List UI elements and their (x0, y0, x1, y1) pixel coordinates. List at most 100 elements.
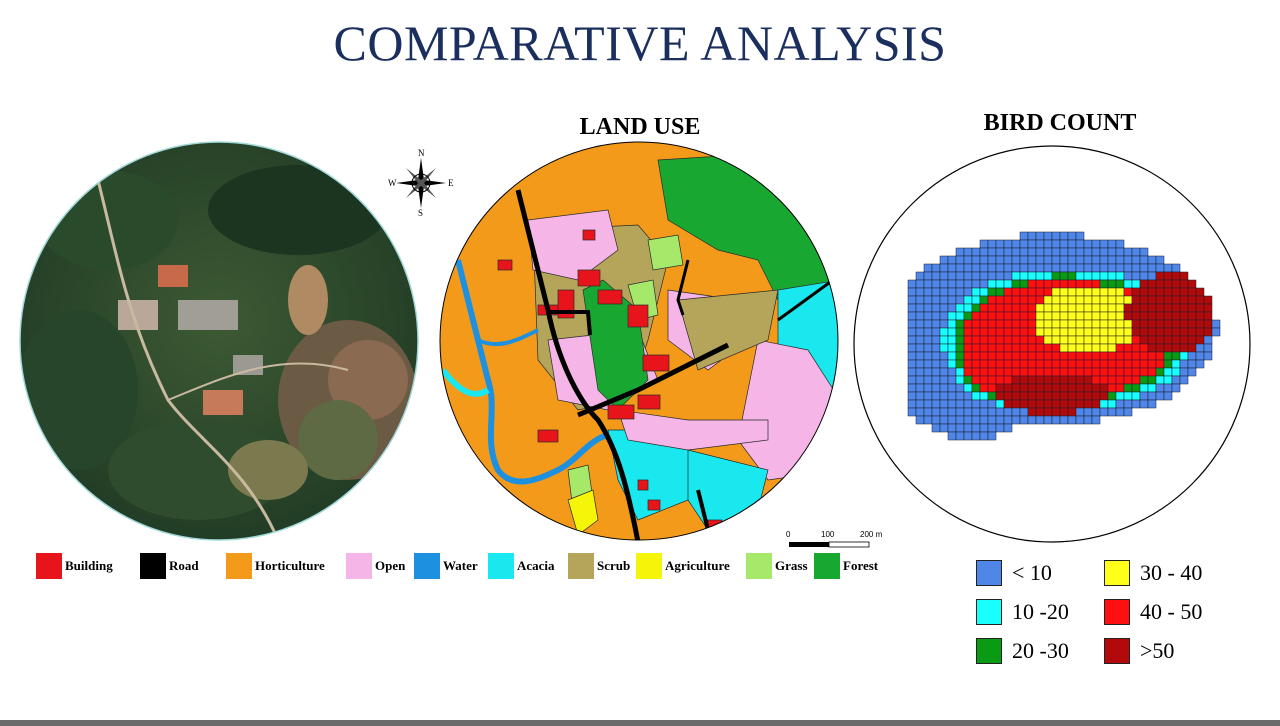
bird-count-cell (955, 367, 965, 377)
bird-count-cell (931, 391, 941, 401)
bird-count-cell (1075, 343, 1085, 353)
bird-count-cell (979, 431, 989, 441)
bird-count-cell (995, 263, 1005, 273)
bird-count-cell (1059, 327, 1069, 337)
bird-count-cell (1139, 383, 1149, 393)
bird-count-cell (907, 367, 917, 377)
bird-count-cell (1107, 255, 1117, 265)
bird-count-cell (1139, 319, 1149, 329)
bird-count-cell (995, 311, 1005, 321)
bird-count-cell (1075, 391, 1085, 401)
bird-count-cell (1091, 383, 1101, 393)
bird-count-cell (1011, 319, 1021, 329)
bird-count-cell (1123, 303, 1133, 313)
bird-count-cell (955, 351, 965, 361)
compass-rose-icon: N S W E (388, 148, 454, 218)
bird-count-cell (1155, 359, 1165, 369)
bird-count-cell (1019, 375, 1029, 385)
bird-count-cell (995, 295, 1005, 305)
bird-count-cell (1019, 327, 1029, 337)
bird-count-cell (1043, 263, 1053, 273)
bird-count-cell (1027, 375, 1037, 385)
land-use-map (439, 141, 839, 541)
bird-count-cell (1131, 271, 1141, 281)
bird-count-cell (963, 399, 973, 409)
bird-count-cell (1187, 359, 1197, 369)
bird-count-cell (1051, 391, 1061, 401)
bird-count-cell (1059, 271, 1069, 281)
bird-count-cell (979, 351, 989, 361)
bird-count-cell (1131, 311, 1141, 321)
bird-count-cell (995, 279, 1005, 289)
bird-count-cell (971, 407, 981, 417)
bird-count-cell (1123, 295, 1133, 305)
legend-label: 30 - 40 (1140, 560, 1203, 585)
bird-count-cell (1059, 399, 1069, 409)
bird-count-cell (971, 327, 981, 337)
bird-count-cell (1003, 319, 1013, 329)
bird-count-cell (995, 247, 1005, 257)
bird-count-cell (1139, 359, 1149, 369)
bird-count-cell (1139, 351, 1149, 361)
bird-count-cell (1155, 327, 1165, 337)
bird-count-cell (1011, 239, 1021, 249)
bird-count-cell (1107, 271, 1117, 281)
bird-count-cell (1211, 327, 1221, 337)
bird-count-cell (1123, 319, 1133, 329)
bird-count-cell (1115, 271, 1125, 281)
bird-count-cell (1099, 263, 1109, 273)
bird-count-cell (1195, 335, 1205, 345)
bird-count-cell (1043, 359, 1053, 369)
bird-count-cell (1059, 351, 1069, 361)
bird-count-cell (971, 383, 981, 393)
bird-count-cell (1131, 343, 1141, 353)
legend-item-20-30: 20 -30 (976, 638, 1069, 664)
bird-count-cell (1043, 407, 1053, 417)
swatch-lt10 (976, 560, 1002, 586)
bird-count-cell (915, 399, 925, 409)
bird-count-cell (1187, 367, 1197, 377)
swatch-30-40 (1104, 560, 1130, 586)
bird-count-cell (1027, 415, 1037, 425)
bird-count-cell (1115, 375, 1125, 385)
legend-item-30-40: 30 - 40 (1104, 560, 1202, 586)
bird-count-cell (1091, 327, 1101, 337)
bird-count-cell (1003, 327, 1013, 337)
bird-count-cell (963, 383, 973, 393)
bird-count-cell (1131, 263, 1141, 273)
bird-count-cell (939, 383, 949, 393)
bird-count-cell (1115, 303, 1125, 313)
bird-count-cell (963, 287, 973, 297)
legend-item-forest: Forest (814, 550, 878, 582)
bird-count-cell (995, 319, 1005, 329)
bird-count-cell (1139, 271, 1149, 281)
bird-count-cell (1107, 327, 1117, 337)
bird-count-cell (1147, 263, 1157, 273)
bird-count-cell (1147, 399, 1157, 409)
bird-count-cell (1131, 327, 1141, 337)
bird-count-cell (971, 255, 981, 265)
bird-count-cell (1123, 247, 1133, 257)
bird-count-cell (1099, 295, 1109, 305)
bird-count-cell (1179, 359, 1189, 369)
bird-count-cell (1067, 383, 1077, 393)
bird-count-cell (979, 295, 989, 305)
bird-count-cell (971, 375, 981, 385)
bird-count-cell (1067, 303, 1077, 313)
bird-count-cell (971, 279, 981, 289)
bird-count-cell (963, 431, 973, 441)
bird-count-cell (947, 383, 957, 393)
bird-count-cell (947, 303, 957, 313)
bird-count-cell (1019, 359, 1029, 369)
bird-count-cell (939, 423, 949, 433)
bird-count-cell (1091, 319, 1101, 329)
bird-count-cell (955, 279, 965, 289)
bird-count-cell (1123, 399, 1133, 409)
bird-count-cell (987, 311, 997, 321)
bird-count-cell (1155, 287, 1165, 297)
bird-count-cell (1179, 335, 1189, 345)
bird-count-cell (955, 391, 965, 401)
bird-count-cell (1003, 303, 1013, 313)
bird-count-cell (915, 271, 925, 281)
bird-count-cell (1195, 295, 1205, 305)
